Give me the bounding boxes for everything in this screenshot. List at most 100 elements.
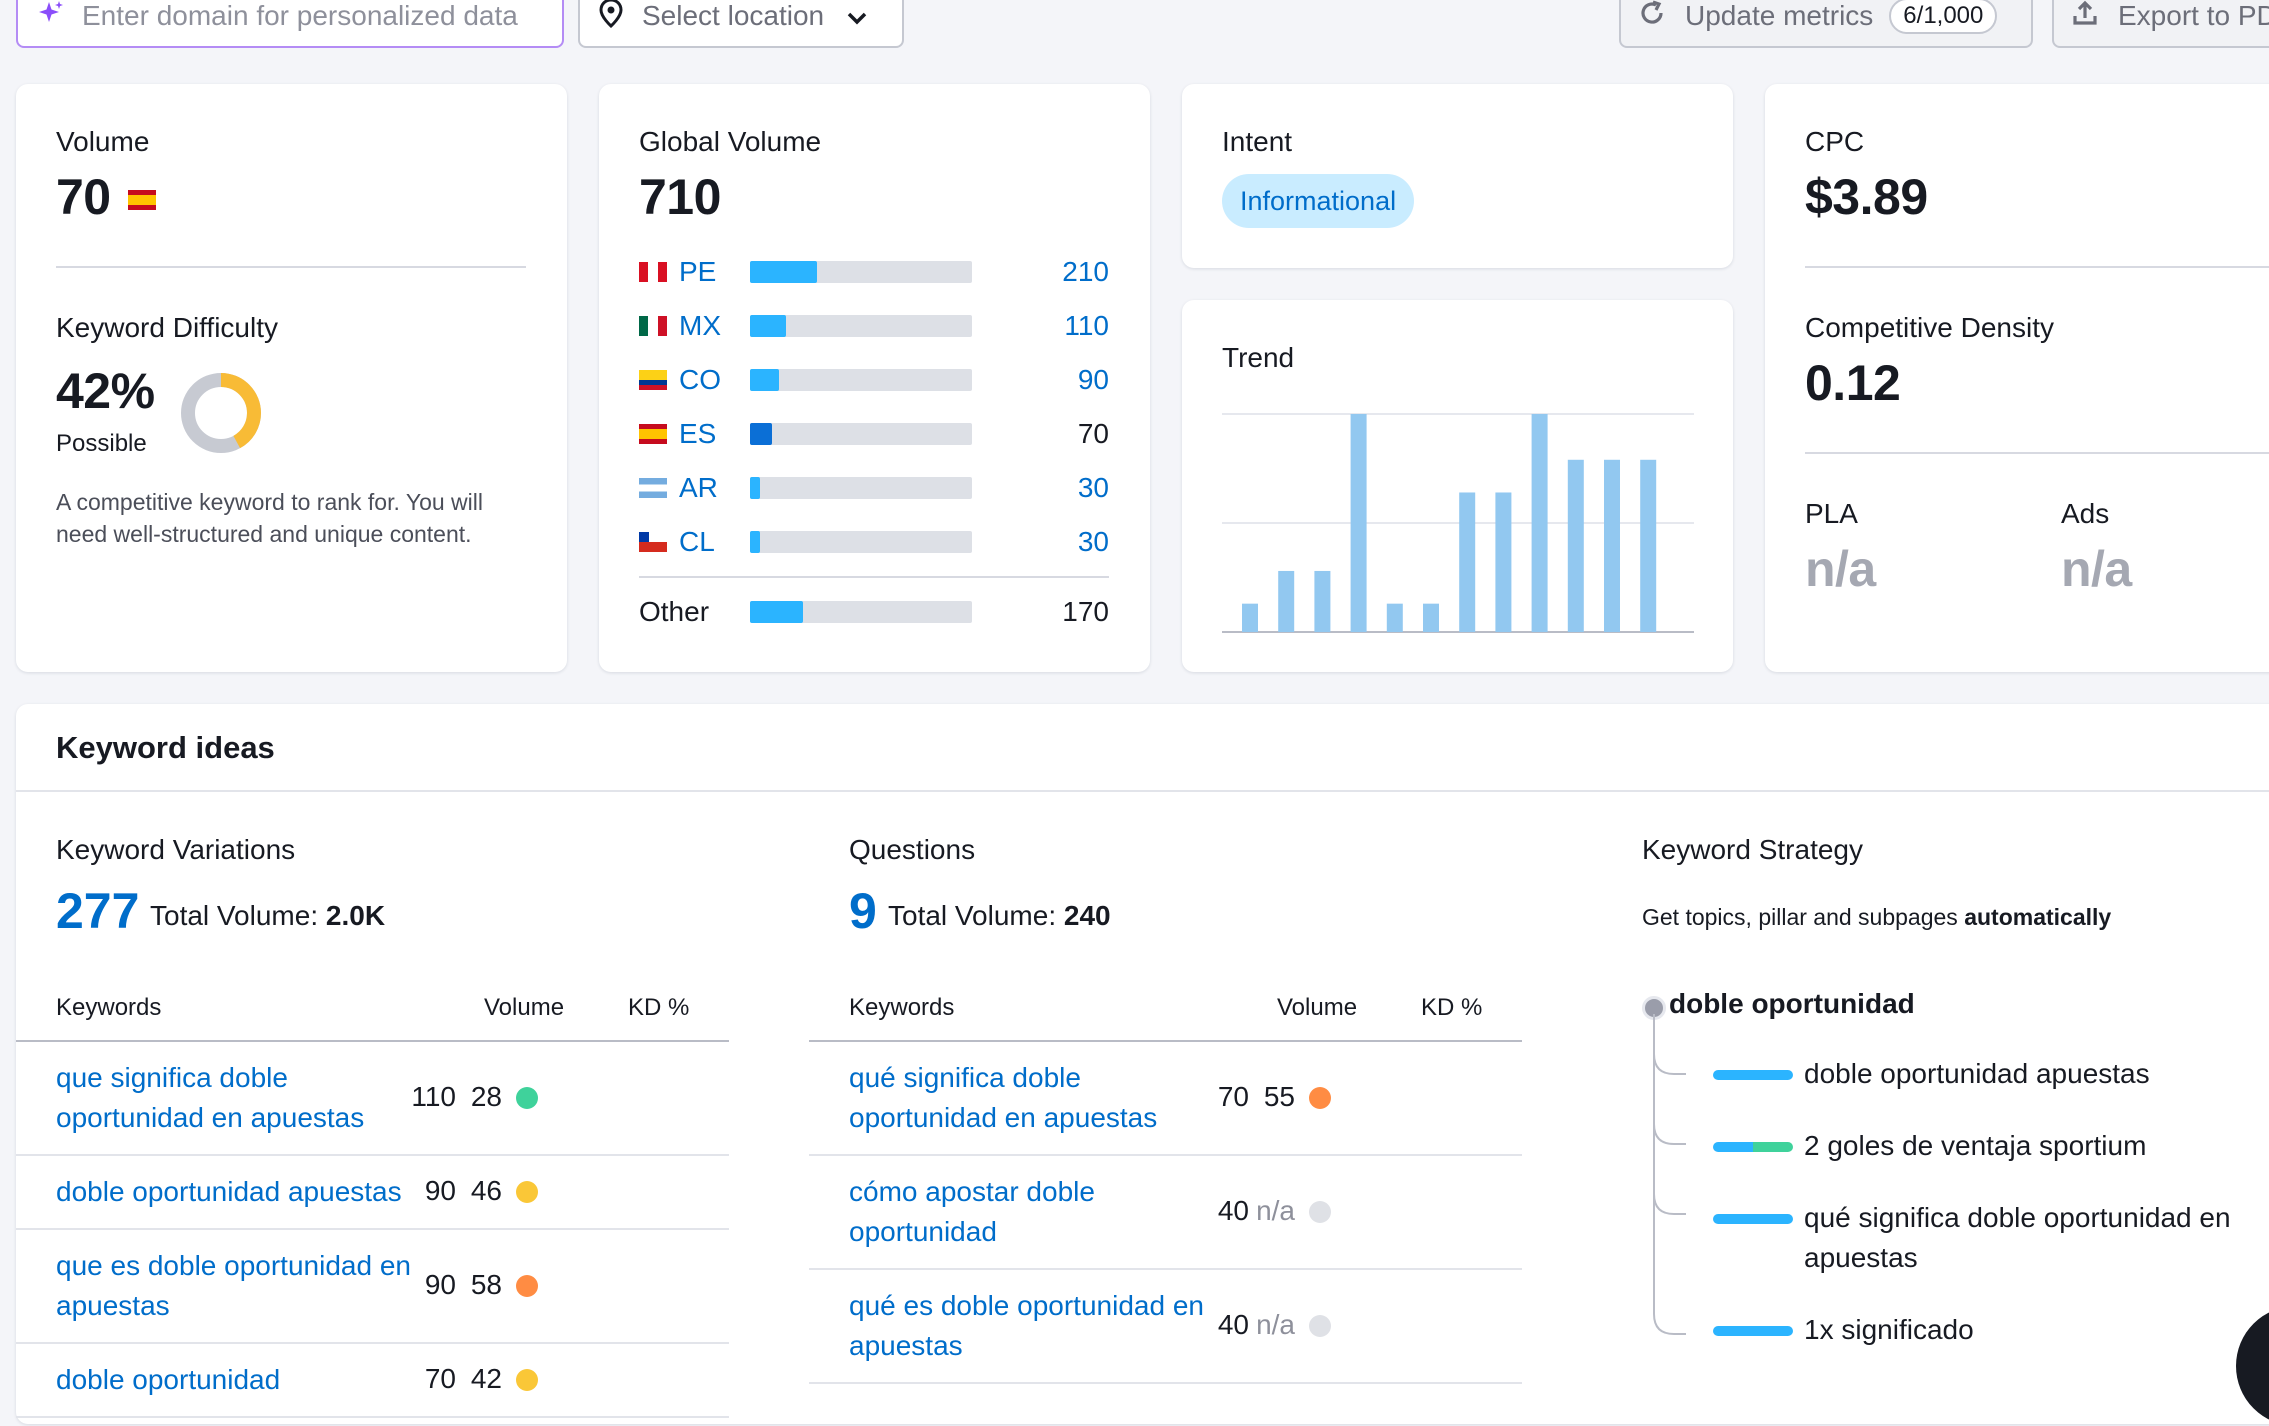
keyword-kd: 28	[470, 1081, 502, 1112]
keyword-volume: 40	[1217, 1195, 1249, 1226]
keyword-variations-total: Total Volume: 2.0K	[150, 900, 385, 932]
country-code[interactable]: CL	[679, 526, 715, 557]
tree-root-label[interactable]: doble oportunidad	[1669, 988, 1915, 1019]
keyword-link[interactable]: que significa doble oportunidad en apuest…	[56, 1058, 476, 1138]
keyword-link-line: qué es doble oportunidad en	[849, 1290, 1204, 1321]
tree-connectors	[1653, 1014, 1686, 1335]
update-metrics-count: 6/1,000	[1889, 0, 1998, 34]
country-code[interactable]: CO	[679, 364, 721, 395]
tree-node-line: 1x significado	[1804, 1314, 1974, 1345]
update-metrics-label: Update metrics	[1685, 0, 1874, 31]
keyword-kd: n/a	[1256, 1309, 1295, 1340]
location-select[interactable]: Select location	[578, 0, 904, 48]
divider	[56, 266, 526, 268]
location-pin-icon	[596, 0, 630, 36]
global-volume-card: Global Volume 710 PE 210 MX 110 CO 90 ES 70 AR 30…	[599, 84, 1150, 672]
tree-node-line: qué significa doble oportunidad en	[1804, 1202, 2231, 1233]
country-volume-value[interactable]: 110	[1064, 310, 1109, 341]
trend-bar[interactable]	[1531, 414, 1548, 632]
country-volume-value[interactable]: 210	[1062, 256, 1109, 287]
cpc-card: CPC $3.89 Competitive Density 0.12 PLA n…	[1765, 84, 2269, 672]
trend-bar[interactable]	[1604, 459, 1620, 632]
questions-count[interactable]: 9	[849, 883, 877, 939]
ads-value: n/a	[2061, 541, 2132, 597]
column-header-volume[interactable]: Volume	[484, 994, 565, 1021]
trend-bar[interactable]	[1459, 492, 1476, 632]
other-bar-fill	[750, 601, 803, 623]
trend-bar[interactable]	[1640, 459, 1657, 632]
keyword-link[interactable]: cómo apostar doble oportunidad	[849, 1172, 1269, 1252]
domain-input-placeholder: Enter domain for personalized data	[82, 0, 518, 31]
column-header-volume[interactable]: Volume	[1277, 994, 1358, 1021]
country-volume-value[interactable]: 30	[1077, 526, 1109, 557]
intent-badge[interactable]: Informational	[1222, 174, 1415, 228]
questions-label: Questions	[849, 834, 976, 865]
keyword-link[interactable]: que es doble oportunidad en apuestas	[56, 1246, 476, 1326]
tree-node-label[interactable]: 2 goles de ventaja sportium	[1804, 1126, 2269, 1166]
update-metrics-button[interactable]: Update metrics 6/1,000	[1619, 0, 2033, 48]
trend-bar[interactable]	[1386, 603, 1403, 632]
intent-card: Intent Informational	[1182, 84, 1733, 268]
keyword-link-line: oportunidad en apuestas	[56, 1102, 365, 1133]
keyword-ideas-card: Keyword ideas Keyword Variations 277 Tot…	[16, 704, 2269, 1424]
country-volume-bar	[750, 423, 972, 445]
questions-total: Total Volume: 240	[888, 900, 1111, 932]
sparkle-icon	[36, 0, 70, 35]
country-code[interactable]: MX	[679, 310, 721, 341]
trend-bar[interactable]	[1278, 570, 1295, 632]
keyword-link[interactable]: qué es doble oportunidad en apuestas	[849, 1286, 1269, 1366]
country-flag-icon	[639, 424, 667, 444]
trend-bar[interactable]	[1350, 414, 1367, 632]
subtitle-bold: automatically	[1964, 904, 2112, 930]
keyword-volume: 110	[411, 1081, 456, 1112]
column-header-kd[interactable]: KD %	[1421, 994, 1483, 1021]
ads-label: Ads	[2061, 498, 2110, 529]
trend-bar[interactable]	[1567, 459, 1584, 632]
table-header-divider	[809, 1040, 1522, 1042]
keyword-kd: 46	[470, 1175, 502, 1206]
tree-node-line: apuestas	[1804, 1242, 1918, 1273]
total-volume-value: 240	[1063, 900, 1111, 931]
country-code[interactable]: PE	[679, 256, 717, 287]
export-icon	[2070, 0, 2104, 35]
trend-bar[interactable]	[1242, 603, 1258, 632]
country-volume-value[interactable]: 30	[1077, 472, 1109, 503]
country-code[interactable]: ES	[679, 418, 717, 449]
tree-node-label[interactable]: 1x significado	[1804, 1310, 2269, 1350]
country-volume-bar	[750, 531, 972, 553]
trend-bar[interactable]	[1495, 492, 1512, 632]
chevron-down-icon	[846, 0, 868, 32]
table-header-divider	[16, 1040, 729, 1042]
trend-bar[interactable]	[1423, 603, 1439, 632]
keyword-kd: n/a	[1256, 1195, 1295, 1226]
tree-node-line: 2 goles de ventaja sportium	[1804, 1130, 2147, 1161]
total-volume-value: 2.0K	[325, 900, 386, 931]
country-flag-icon	[639, 478, 667, 498]
export-button[interactable]: Export to PD	[2052, 0, 2269, 48]
column-header-kd[interactable]: KD %	[628, 994, 690, 1021]
domain-input[interactable]: Enter domain for personalized data	[16, 0, 564, 48]
keyword-variations-count[interactable]: 277	[56, 883, 140, 939]
keyword-link-line: cómo apostar doble	[849, 1176, 1095, 1207]
keyword-variations-label: Keyword Variations	[56, 834, 296, 865]
country-volume-bar	[750, 261, 972, 283]
tree-node-label[interactable]: doble oportunidad apuestas	[1804, 1054, 2269, 1094]
country-volume-bar-fill	[750, 261, 817, 283]
country-volume-value[interactable]: 90	[1077, 364, 1109, 395]
country-volume-bar	[750, 315, 972, 337]
keyword-link-line: que significa doble	[56, 1062, 288, 1093]
row-divider	[809, 1268, 1522, 1270]
row-divider	[809, 1382, 1522, 1384]
keyword-link[interactable]: doble oportunidad apuestas	[56, 1172, 476, 1212]
flag-canton	[639, 532, 649, 542]
tree-node-label[interactable]: qué significa doble oportunidad en apuest…	[1804, 1198, 2269, 1278]
keyword-link[interactable]: qué significa doble oportunidad en apuest…	[849, 1058, 1269, 1138]
row-divider	[16, 1154, 729, 1156]
competitive-density-value: 0.12	[1805, 355, 1901, 411]
volume-value: 70	[56, 169, 111, 225]
pla-label: PLA	[1805, 498, 1858, 529]
trend-bar[interactable]	[1314, 570, 1331, 632]
column-header-keywords: Keywords	[56, 994, 162, 1021]
country-code[interactable]: AR	[679, 472, 718, 503]
intent-badge-label: Informational	[1240, 186, 1397, 216]
